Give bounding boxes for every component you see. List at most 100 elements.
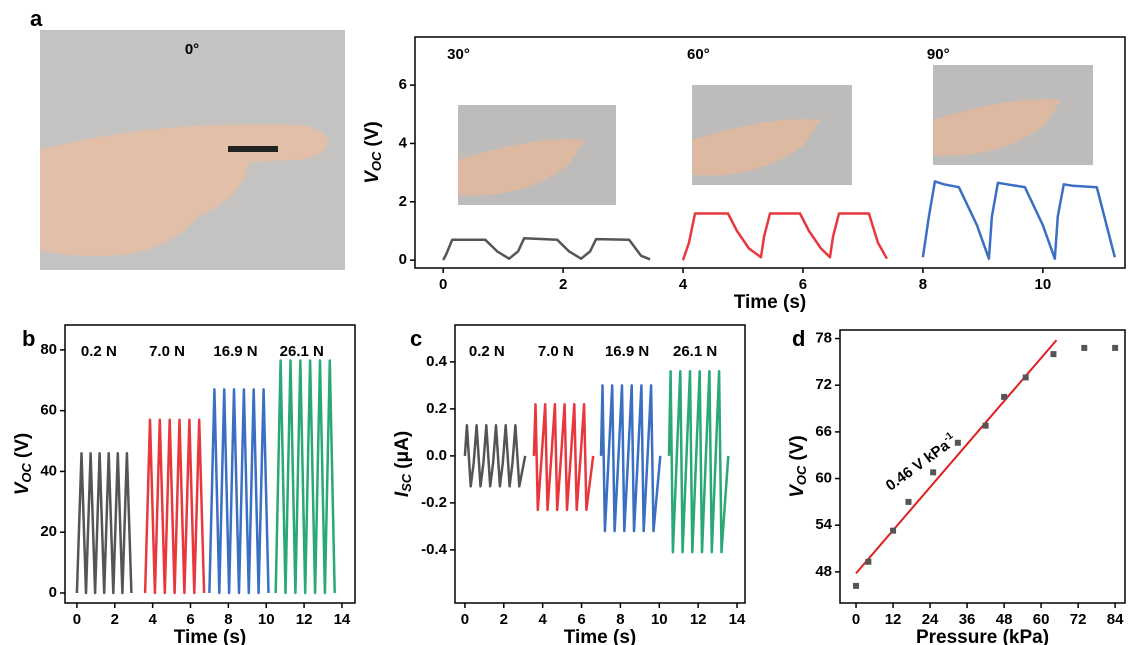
plot-frame — [840, 330, 1125, 603]
x-tick-label: 4 — [679, 276, 688, 293]
series-line — [923, 181, 1115, 258]
x-tick-label: 8 — [224, 611, 232, 628]
figure: a0°02468100246Time (s)VOC(V)30°60°90°b02… — [0, 0, 1132, 645]
series-name: 7.0 N — [538, 343, 574, 360]
y-tick-label: 6 — [399, 76, 407, 93]
x-tick-label: 8 — [616, 611, 624, 628]
y-label-subscript: SC — [399, 473, 414, 492]
data-point — [905, 499, 911, 505]
series-name: 16.9 N — [213, 343, 257, 360]
y-axis-label: VOC(V) — [787, 435, 809, 498]
y-label-subscript: OC — [794, 465, 809, 485]
photo-label: 0° — [185, 41, 199, 58]
series-name: 7.0 N — [149, 343, 185, 360]
x-tick-label: 2 — [111, 611, 119, 628]
series-line — [465, 425, 525, 486]
data-point — [853, 583, 859, 589]
series-name: 0.2 N — [81, 343, 117, 360]
x-axis-label: Time (s) — [734, 292, 807, 313]
series-line — [209, 389, 268, 593]
x-tick-label: 4 — [538, 611, 547, 628]
x-tick-label: 6 — [186, 611, 194, 628]
panel-letter: b — [22, 326, 35, 351]
x-tick-label: 2 — [500, 611, 508, 628]
series-line — [669, 371, 728, 552]
x-tick-label: 4 — [148, 611, 157, 628]
y-axis-label: VOC(V) — [12, 433, 34, 496]
series-name: 26.1 N — [280, 343, 324, 360]
y-tick-label: 40 — [40, 462, 57, 479]
data-point — [1050, 351, 1056, 357]
y-tick-label: 20 — [40, 523, 57, 540]
y-tick-label: 4 — [399, 134, 408, 151]
x-tick-label: 10 — [1035, 276, 1052, 293]
x-tick-label: 36 — [959, 611, 976, 628]
y-tick-label: 0.2 — [426, 400, 447, 417]
x-tick-label: 72 — [1070, 611, 1087, 628]
panel-letter: c — [410, 326, 422, 351]
data-point — [983, 423, 989, 429]
data-point — [1001, 394, 1007, 400]
series-line — [534, 404, 593, 510]
y-tick-label: 66 — [815, 423, 832, 440]
series-line — [443, 238, 650, 260]
x-tick-label: 10 — [258, 611, 275, 628]
data-point — [955, 440, 961, 446]
panel-letter: a — [30, 6, 43, 31]
x-tick-label: 12 — [885, 611, 902, 628]
x-tick-label: 2 — [559, 276, 567, 293]
series-name: 90° — [927, 46, 950, 63]
data-point — [1112, 345, 1118, 351]
y-axis-label: VOC(V) — [362, 121, 384, 184]
series-line — [145, 420, 204, 593]
x-tick-label: 84 — [1107, 611, 1124, 628]
data-point — [1081, 345, 1087, 351]
y-tick-label: 72 — [815, 376, 832, 393]
x-tick-label: 12 — [690, 611, 707, 628]
y-tick-label: 0.0 — [426, 447, 447, 464]
series-line — [276, 361, 335, 594]
y-tick-label: 54 — [815, 516, 832, 533]
y-label-unit: (V) — [362, 121, 383, 146]
series-line — [601, 385, 660, 531]
x-tick-label: 60 — [1033, 611, 1050, 628]
y-tick-label: 80 — [40, 341, 57, 358]
x-axis-label: Time (s) — [174, 627, 247, 645]
annotation: 0.46 V kPa-1 — [881, 430, 960, 495]
annotation-text: 0.46 V kPa — [883, 437, 954, 495]
y-tick-label: 60 — [40, 402, 57, 419]
x-tick-label: 14 — [729, 611, 746, 628]
series-line — [77, 453, 131, 593]
y-label-subscript: OC — [369, 151, 384, 171]
series-name: 16.9 N — [605, 343, 649, 360]
y-tick-label: 0 — [399, 251, 407, 268]
x-tick-label: 6 — [799, 276, 807, 293]
y-label-unit: (V) — [787, 435, 808, 460]
y-tick-label: 2 — [399, 193, 407, 210]
x-tick-label: 8 — [919, 276, 927, 293]
x-axis-label: Time (s) — [564, 627, 637, 645]
y-label-unit: (μA) — [392, 431, 413, 469]
x-tick-label: 0 — [461, 611, 469, 628]
y-tick-label: 0.4 — [426, 353, 448, 370]
x-tick-label: 12 — [296, 611, 313, 628]
x-tick-label: 14 — [334, 611, 351, 628]
x-axis-label: Pressure (kPa) — [916, 627, 1049, 645]
x-tick-label: 48 — [996, 611, 1013, 628]
y-tick-label: 78 — [815, 330, 832, 347]
data-point — [865, 559, 871, 565]
data-point — [930, 469, 936, 475]
data-point — [1023, 374, 1029, 380]
x-tick-label: 0 — [852, 611, 860, 628]
y-tick-label: -0.2 — [421, 494, 447, 511]
series-line — [683, 214, 887, 261]
y-label-subscript: OC — [19, 462, 34, 482]
x-tick-label: 10 — [651, 611, 668, 628]
panel-letter: d — [792, 326, 805, 351]
data-point — [890, 528, 896, 534]
x-tick-label: 24 — [922, 611, 939, 628]
y-tick-label: 0 — [49, 584, 57, 601]
y-tick-label: 60 — [815, 470, 832, 487]
series-name: 26.1 N — [673, 343, 717, 360]
y-tick-label: 48 — [815, 563, 832, 580]
